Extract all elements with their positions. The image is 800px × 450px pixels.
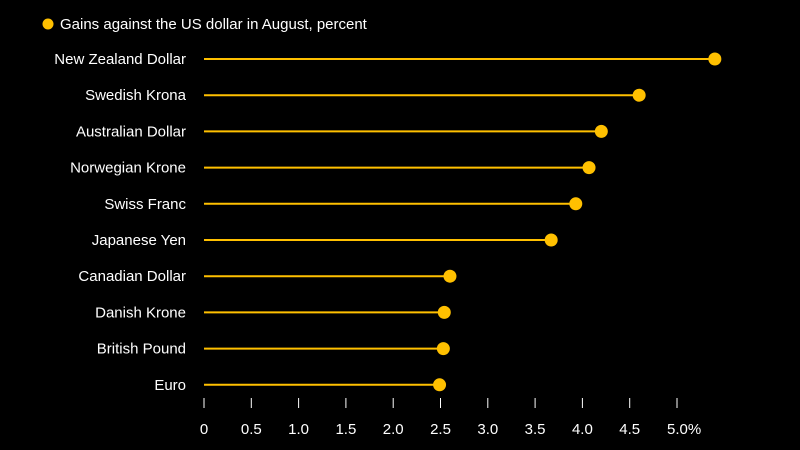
lollipop-dot — [708, 52, 722, 66]
category-label: Danish Krone — [95, 304, 186, 321]
category-label: Swiss Franc — [104, 196, 186, 213]
x-tick-label: 3.0 — [477, 421, 498, 438]
data-row: Norwegian Krone — [70, 160, 596, 177]
data-row: New Zealand Dollar — [54, 51, 722, 68]
data-row: Australian Dollar — [76, 123, 608, 140]
data-row: Danish Krone — [95, 304, 451, 321]
lollipop-dot — [436, 342, 450, 356]
data-rows: New Zealand Dollar Swedish Krona Australia… — [54, 51, 722, 394]
category-label: Australian Dollar — [76, 123, 186, 140]
lollipop-dot — [594, 124, 608, 138]
category-label: New Zealand Dollar — [54, 51, 186, 68]
category-label: Canadian Dollar — [78, 268, 186, 285]
category-label: Euro — [154, 377, 186, 394]
lollipop-dot — [632, 88, 646, 102]
lollipop-dot — [582, 161, 596, 175]
lollipop-dot — [433, 378, 447, 392]
lollipop-dot — [443, 269, 457, 283]
x-tick-label: 5.0% — [667, 421, 701, 438]
x-tick-label: 3.5 — [525, 421, 546, 438]
x-tick-label: 1.0 — [288, 421, 309, 438]
legend-marker — [42, 18, 54, 30]
x-tick-label: 1.5 — [335, 421, 356, 438]
category-label: Japanese Yen — [92, 232, 186, 249]
x-tick-label: 4.0 — [572, 421, 593, 438]
x-tick-label: 2.5 — [430, 421, 451, 438]
data-row: Swiss Franc — [104, 196, 583, 213]
data-row: Japanese Yen — [92, 232, 558, 249]
category-label: Norwegian Krone — [70, 160, 186, 177]
lollipop-dot — [437, 305, 451, 319]
x-axis: 0 0.5 1.0 1.5 2.0 2.5 3.0 3.5 4.0 4.5 5.0% — [200, 398, 701, 438]
category-label: Swedish Krona — [85, 87, 187, 104]
data-row: British Pound — [97, 341, 450, 358]
legend: Gains against the US dollar in August, p… — [42, 16, 368, 33]
x-tick-label: 4.5 — [619, 421, 640, 438]
lollipop-dot — [544, 233, 558, 247]
data-row: Euro — [154, 377, 447, 394]
data-row: Swedish Krona — [85, 87, 646, 104]
data-row: Canadian Dollar — [78, 268, 457, 285]
legend-label: Gains against the US dollar in August, p… — [60, 16, 368, 33]
x-tick-label: 0 — [200, 421, 208, 438]
lollipop-dot — [569, 197, 583, 211]
category-label: British Pound — [97, 341, 186, 358]
x-tick-label: 2.0 — [383, 421, 404, 438]
x-tick-label: 0.5 — [241, 421, 262, 438]
